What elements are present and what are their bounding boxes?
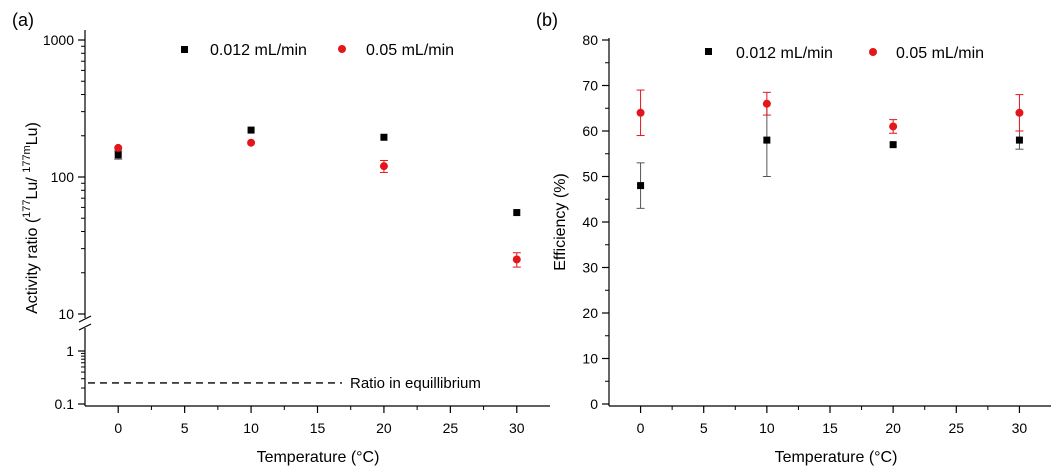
panel-a-legend: 0.012 mL/min 0.05 mL/min — [181, 42, 454, 59]
data-point-b-series-1 — [763, 136, 771, 144]
y-tick-label-b: 50 — [582, 169, 598, 185]
y-label-sup-1: 177 — [21, 199, 33, 217]
y-tick-label-a: 0.1 — [55, 396, 75, 412]
panel-b: (b) 0 10 20 30 40 50 60 70 80 0 5 10 15 20 25 30 Tempe… — [536, 10, 1051, 466]
x-tick-label-b: 0 — [637, 420, 645, 436]
data-point-b-series-2 — [762, 99, 771, 108]
y-tick-label-b: 0 — [590, 396, 598, 412]
data-point-a-series-2 — [247, 138, 256, 147]
x-tick-label-a: 15 — [310, 420, 326, 436]
legend-b-series-1: 0.012 mL/min — [736, 45, 833, 62]
y-tick-label-b: 20 — [582, 305, 598, 321]
y-tick-label-a: 1 — [66, 343, 74, 359]
y-tick-label-a: 1000 — [43, 32, 74, 48]
panel-a-x-label: Temperature (°C) — [257, 449, 380, 466]
data-point-a-series-2 — [114, 143, 123, 152]
y-tick-label-b: 80 — [582, 32, 598, 48]
data-point-a-series-1 — [247, 126, 255, 134]
legend-a-series-2: 0.05 mL/min — [366, 42, 454, 59]
x-tick-label-b: 15 — [822, 420, 838, 436]
data-point-b-series-1 — [889, 141, 897, 149]
x-tick-label-b: 25 — [948, 420, 964, 436]
x-tick-label-b: 30 — [1012, 420, 1028, 436]
data-point-b-series-2 — [636, 108, 645, 117]
data-point-b-series-1 — [637, 182, 645, 190]
y-label-part-1: Activity ratio ( — [24, 217, 41, 314]
panel-a-y-label: Activity ratio (177Lu/ 177mLu) — [21, 122, 41, 314]
panel-a-x-ticks: 0 5 10 15 20 25 30 — [114, 406, 525, 436]
data-point-a-series-2 — [512, 255, 521, 264]
panel-b-x-label: Temperature (°C) — [775, 449, 898, 466]
data-point-a-series-2 — [379, 162, 388, 171]
y-label-part-2: Lu/ — [24, 173, 41, 200]
y-tick-label-b: 40 — [582, 214, 598, 230]
panel-b-legend: 0.012 mL/min 0.05 mL/min — [705, 45, 984, 62]
panel-b-data-points — [636, 89, 1024, 209]
legend-b-series-2: 0.05 mL/min — [896, 45, 984, 62]
x-tick-label-a: 20 — [376, 420, 392, 436]
x-tick-label-a: 0 — [114, 420, 122, 436]
legend-a-square-marker — [181, 46, 188, 53]
panel-b-y-label: Efficiency (%) — [552, 173, 569, 271]
legend-a-circle-marker — [338, 45, 346, 53]
data-point-b-series-1 — [1015, 136, 1023, 144]
data-point-b-series-2 — [1015, 108, 1024, 117]
panel-b-y-ticks: 0 10 20 30 40 50 60 70 80 — [582, 32, 609, 412]
data-point-a-series-1 — [114, 151, 122, 159]
data-point-a-series-1 — [513, 209, 521, 217]
panel-b-x-ticks: 0 5 10 15 20 25 30 — [637, 406, 1028, 436]
equilibrium-ratio-label: Ratio in equillibrium — [350, 375, 481, 392]
x-tick-label-a: 10 — [243, 420, 259, 436]
data-point-a-series-1 — [380, 133, 388, 141]
y-label-part-3: Lu) — [24, 122, 41, 145]
x-tick-label-b: 10 — [759, 420, 775, 436]
legend-b-circle-marker — [869, 48, 877, 56]
y-tick-label-a: 100 — [51, 169, 75, 185]
panel-b-label: (b) — [536, 10, 558, 30]
panel-a-axis-break — [78, 315, 92, 331]
y-tick-label-b: 30 — [582, 260, 598, 276]
y-tick-label-b: 10 — [582, 351, 598, 367]
x-tick-label-b: 20 — [885, 420, 901, 436]
x-tick-label-a: 5 — [181, 420, 189, 436]
legend-b-square-marker — [705, 48, 712, 55]
legend-a-series-1: 0.012 mL/min — [210, 42, 307, 59]
x-tick-label-a: 25 — [443, 420, 459, 436]
data-point-b-series-2 — [889, 122, 898, 131]
y-label-sup-2: 177m — [21, 145, 33, 173]
y-tick-label-b: 70 — [582, 78, 598, 94]
y-tick-label-a: 10 — [58, 306, 74, 322]
panel-a-data-points — [114, 126, 521, 268]
panel-a: (a) 10 100 1000 0.1 1 0 5 10 15 20 25 30 Temperatu… — [12, 10, 550, 466]
panel-a-y-ticks: 10 100 1000 0.1 1 — [43, 32, 85, 412]
x-tick-label-b: 5 — [700, 420, 708, 436]
x-tick-label-a: 30 — [509, 420, 525, 436]
panel-a-label: (a) — [12, 10, 34, 30]
y-tick-label-b: 60 — [582, 123, 598, 139]
